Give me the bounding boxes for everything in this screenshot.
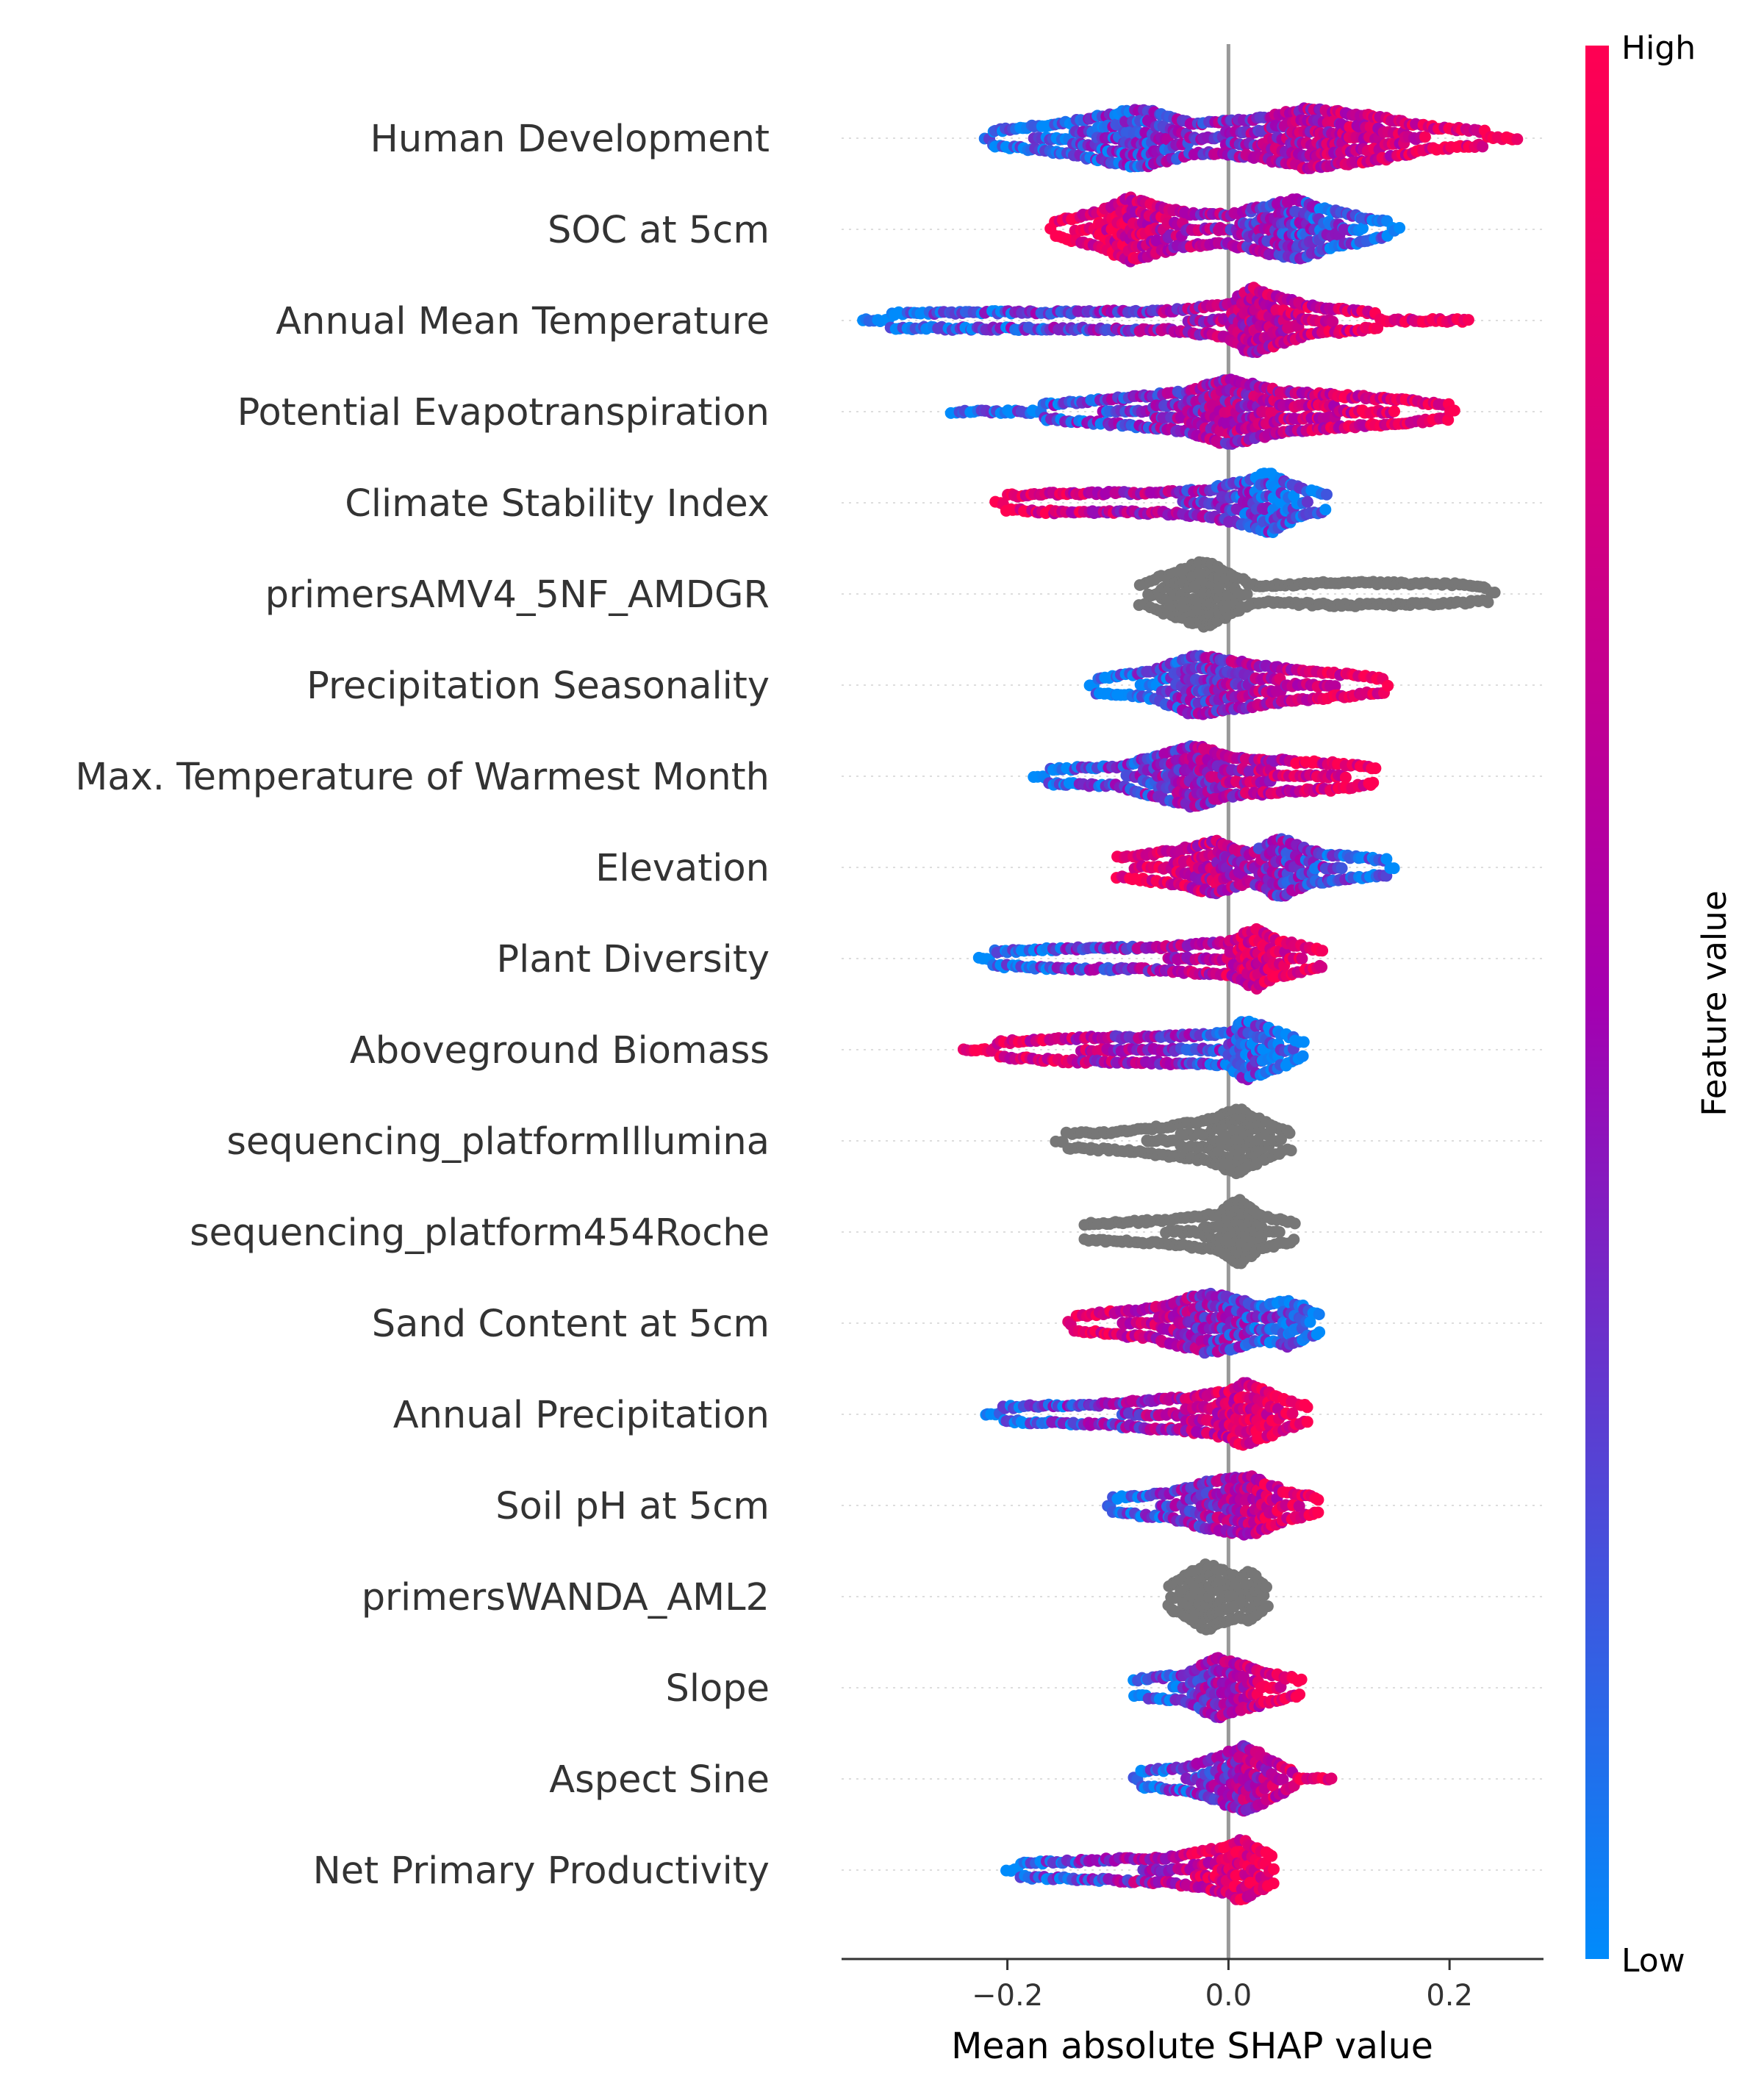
shap-dot xyxy=(1357,222,1369,234)
shap-dot xyxy=(1288,1217,1301,1230)
shap-dot xyxy=(1339,771,1352,784)
shap-dot xyxy=(1388,862,1400,875)
shap-dot xyxy=(1462,314,1474,326)
shap-dot xyxy=(1394,222,1406,234)
shap-dot xyxy=(1301,495,1313,508)
shap-dot xyxy=(1335,862,1348,875)
shap-dot xyxy=(1288,1233,1300,1246)
shap-dot xyxy=(1313,1326,1326,1339)
shap-dot xyxy=(1321,488,1333,501)
shap-dot xyxy=(1327,315,1339,328)
shap-dot xyxy=(1419,131,1431,143)
shap-dot xyxy=(1312,1494,1324,1506)
shap-dot xyxy=(1367,776,1380,789)
shap-dot xyxy=(1382,679,1394,692)
shap-dot xyxy=(1301,1416,1313,1428)
shap-dot xyxy=(1312,1506,1324,1519)
shap-dot xyxy=(1297,1050,1309,1062)
shap-dot xyxy=(1369,762,1382,775)
shap-dot xyxy=(1301,1401,1313,1414)
shap-dot xyxy=(1296,953,1308,964)
shap-dot xyxy=(1283,1127,1296,1139)
shap-dot xyxy=(1285,1145,1297,1157)
shap-dot xyxy=(1297,1036,1310,1048)
shap-dot xyxy=(1511,133,1524,146)
shap-dot xyxy=(1316,945,1329,957)
shap-dots xyxy=(857,102,1524,1905)
shap-dot xyxy=(1448,404,1460,417)
shap-dot xyxy=(1388,405,1400,418)
shap-dot xyxy=(1477,140,1489,153)
shap-dot xyxy=(1488,587,1501,598)
shap-dot xyxy=(1319,504,1332,516)
shap-dot xyxy=(1273,1226,1286,1239)
shap-dot xyxy=(1316,961,1328,973)
shap-dot xyxy=(1313,1308,1325,1320)
